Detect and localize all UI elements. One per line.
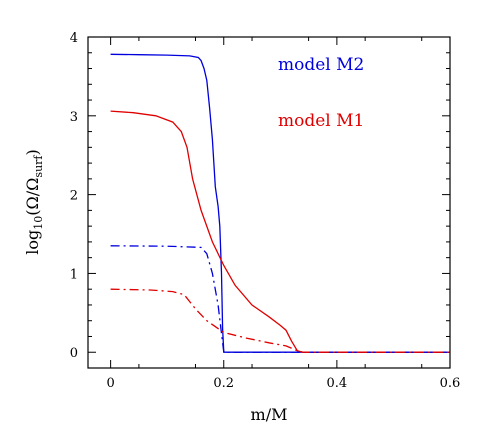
legend-model-m2: model M2 <box>278 55 364 75</box>
axis-tick-labels: 0 0.2 0.4 0.6 0 1 2 3 4 <box>70 31 461 391</box>
y-label-prefix: log <box>23 230 42 255</box>
y-label-sub1: 10 <box>32 216 45 230</box>
series-line-0 <box>110 53 450 353</box>
y-label-sub2: surf <box>32 155 45 178</box>
x-axis-label: m/M <box>251 405 288 424</box>
y-tick-label: 1 <box>70 267 78 282</box>
y-tick-label: 3 <box>70 110 78 125</box>
series-line-3 <box>110 288 450 353</box>
legend-model-m1: model M1 <box>278 111 364 131</box>
plot-frame <box>87 36 451 369</box>
y-label-mid: (Ω/Ω <box>23 178 42 216</box>
y-tick-label: 2 <box>70 189 78 204</box>
y-axis-label: log10(Ω/Ωsurf) <box>23 149 45 254</box>
axis-ticks <box>88 36 451 368</box>
x-tick-label: 0.4 <box>327 376 348 391</box>
x-tick-label: 0.2 <box>213 376 234 391</box>
data-series <box>110 53 450 353</box>
y-tick-label: 0 <box>70 346 78 361</box>
y-tick-label: 4 <box>70 31 78 46</box>
y-label-suffix: ) <box>23 149 42 155</box>
x-tick-label: 0.6 <box>440 376 461 391</box>
series-line-2 <box>110 245 450 353</box>
x-tick-label: 0 <box>106 376 114 391</box>
series-line-1 <box>110 110 450 353</box>
